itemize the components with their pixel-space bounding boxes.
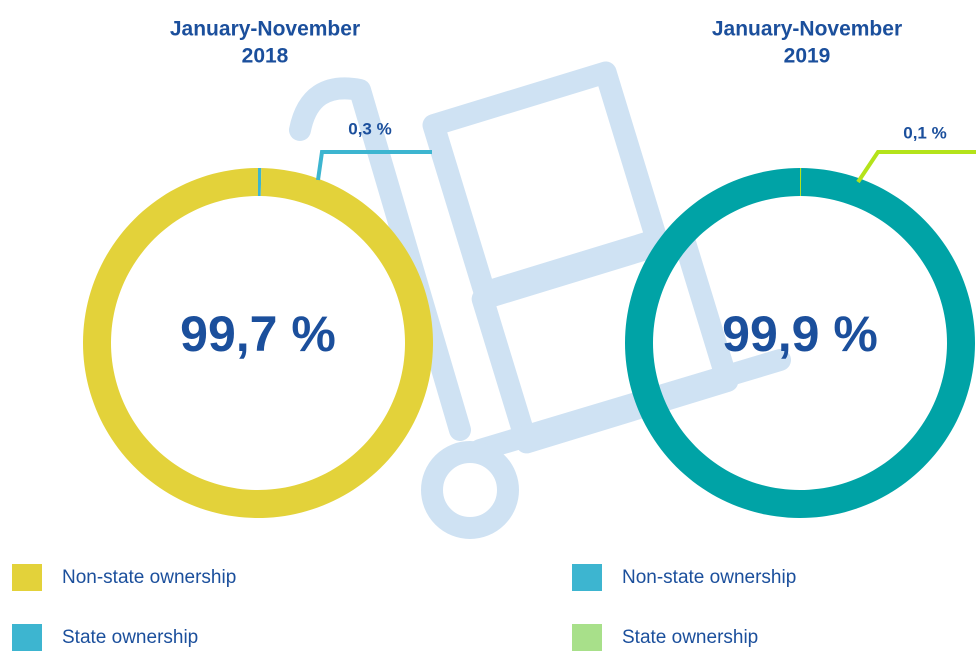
chart-title: January-November — [170, 18, 360, 41]
segment-label: 0,1 % — [903, 123, 946, 142]
pie-segment — [258, 168, 261, 196]
page: 99,7 % 0,3 % January-November 2018 Non-state… — [0, 0, 976, 652]
chart-subtitle: 2018 — [242, 45, 289, 68]
legend-swatch — [12, 564, 42, 591]
legend-label: Non-state ownership — [622, 567, 796, 588]
center-label: 99,7 % — [180, 306, 336, 362]
legend-swatch — [572, 564, 602, 591]
chart-subtitle: 2019 — [784, 45, 831, 68]
legend-label: State ownership — [62, 627, 198, 648]
pie-segment — [800, 168, 801, 196]
chart-title: January-November — [712, 18, 902, 41]
legend-swatch — [572, 624, 602, 651]
leader-line — [858, 152, 976, 182]
center-label: 99,9 % — [722, 306, 878, 362]
legend-label: Non-state ownership — [62, 567, 236, 588]
legend-swatch — [12, 624, 42, 651]
watermark-wheel — [432, 452, 508, 528]
segment-label: 0,3 % — [348, 119, 391, 138]
legend-label: State ownership — [622, 627, 758, 648]
